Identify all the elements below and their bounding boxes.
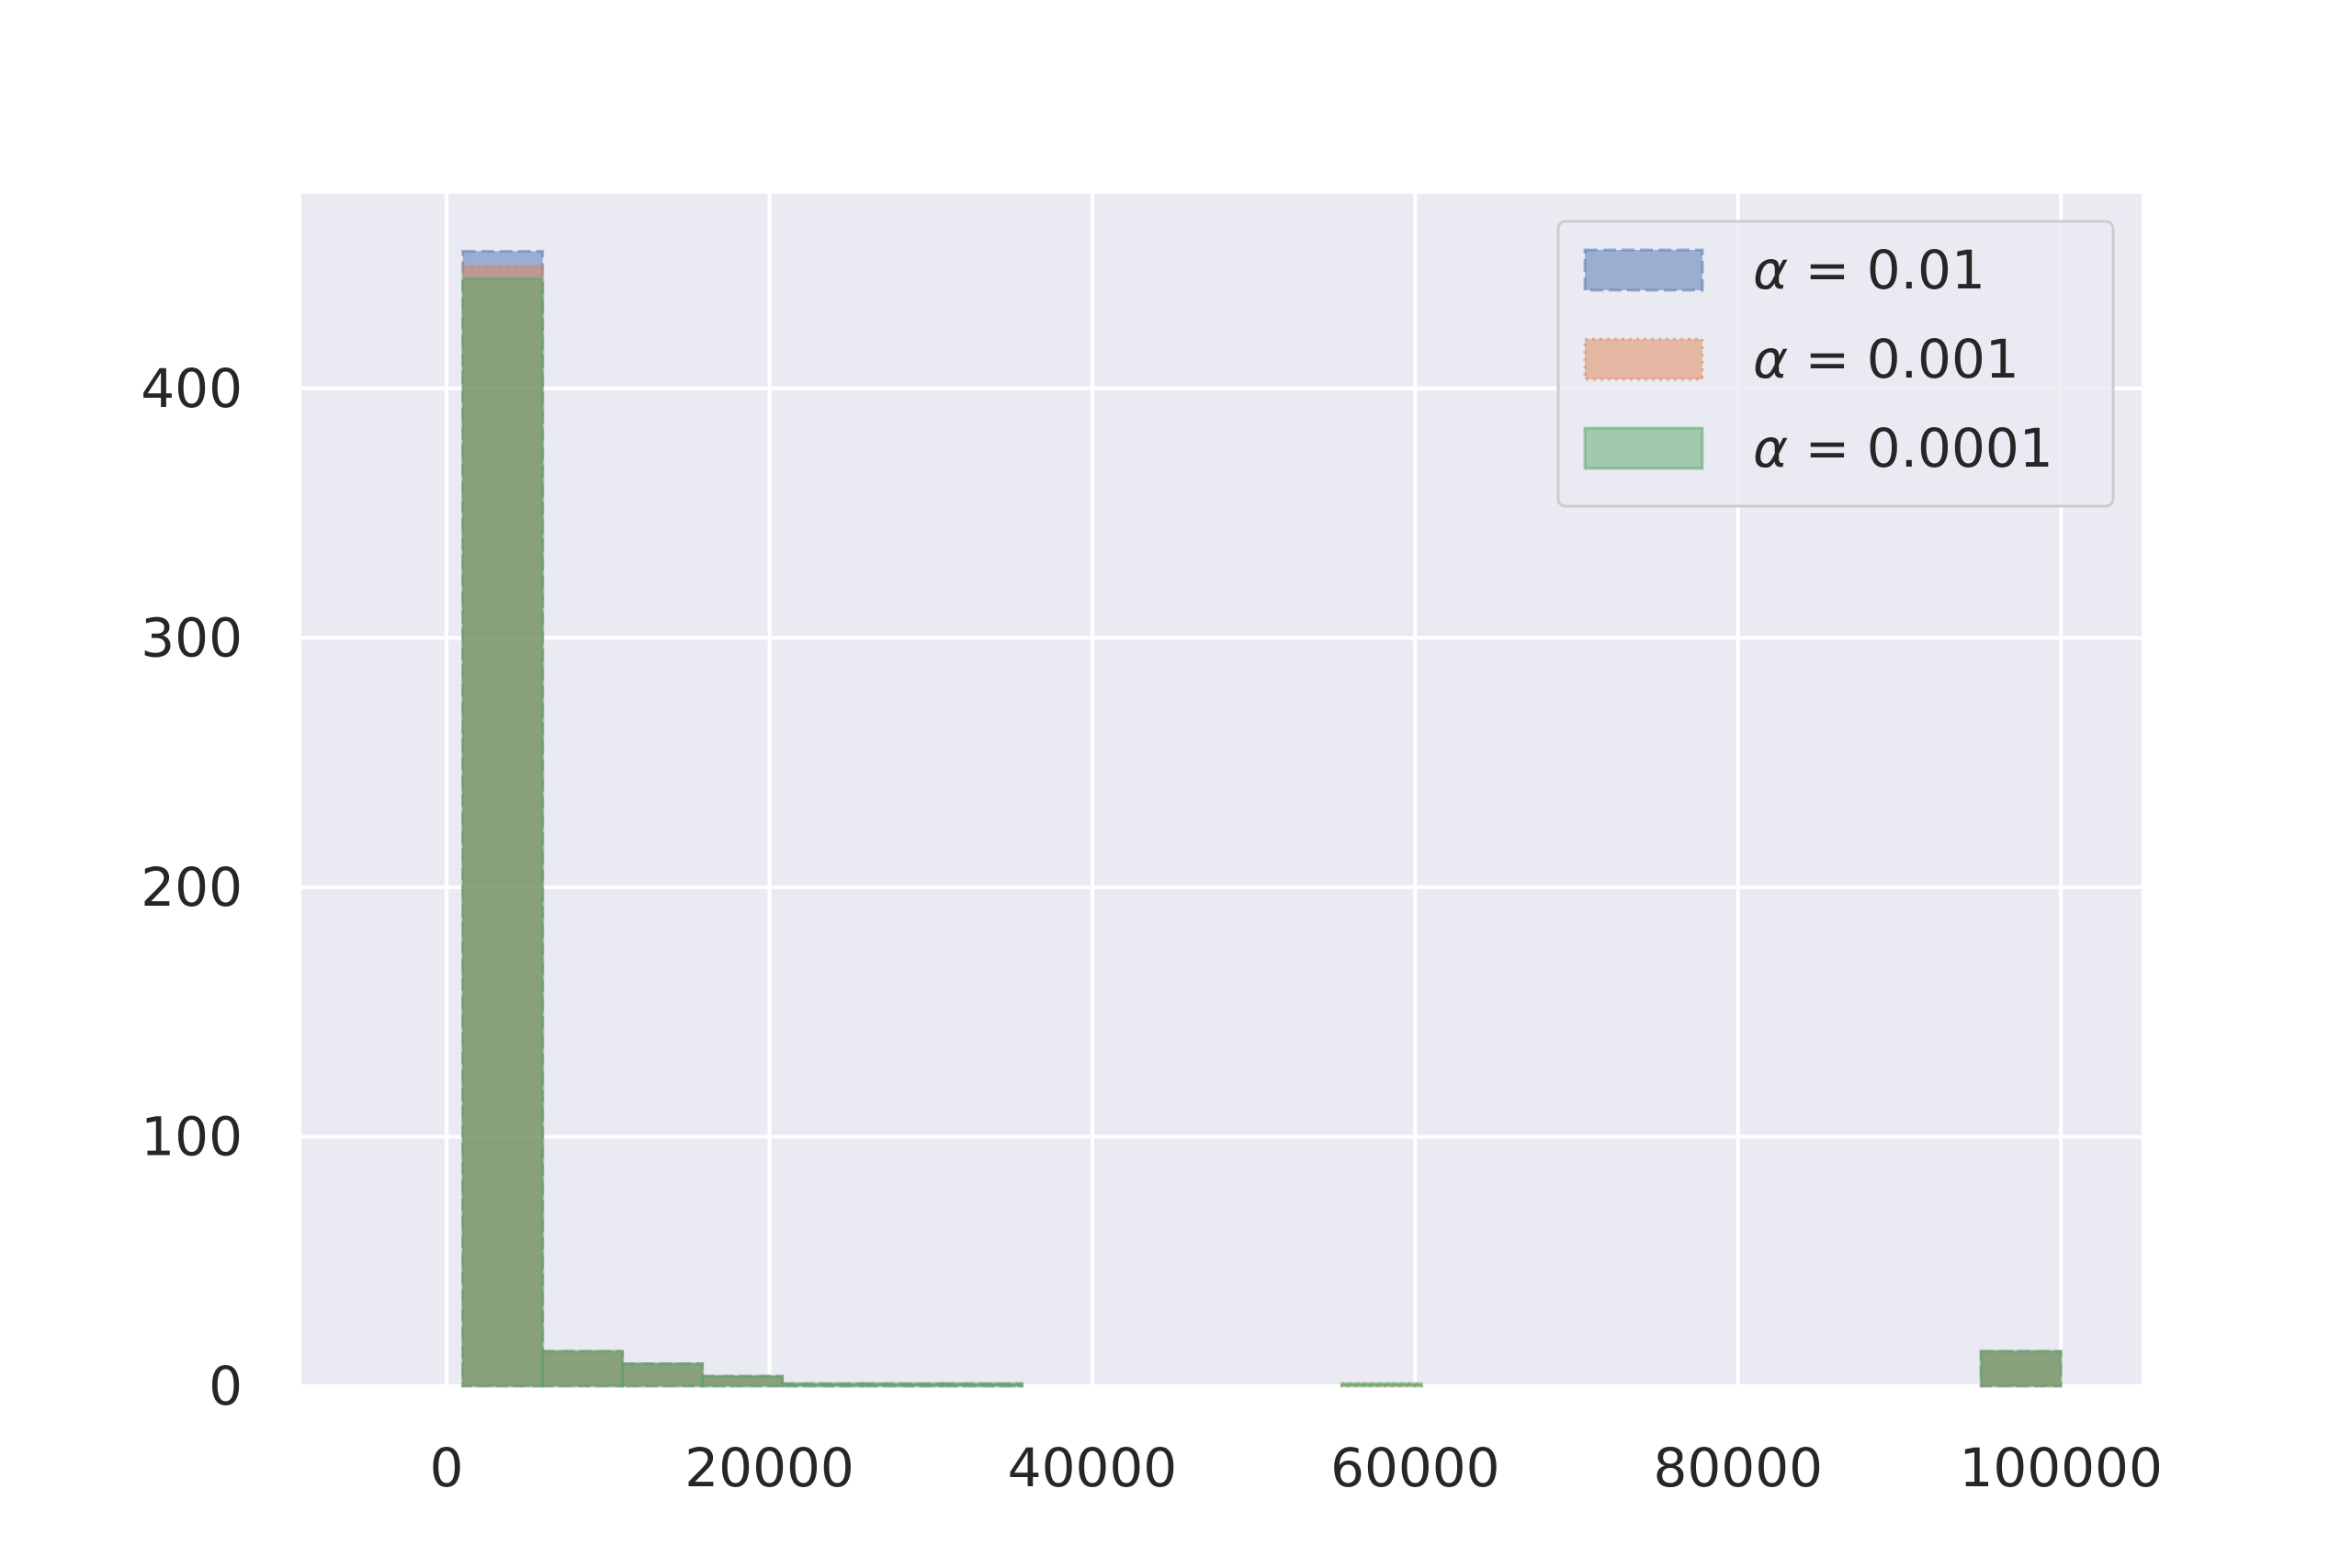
x-axis-ticks: 0 20000 40000 60000 80000 100000 xyxy=(430,1437,2163,1499)
legend-label: α = 0.001 xyxy=(1753,328,2019,390)
y-tick-label: 0 xyxy=(209,1355,243,1417)
histogram-bar xyxy=(621,1362,705,1388)
legend-swatch xyxy=(1583,337,1704,381)
x-tick-label: 0 xyxy=(430,1437,464,1499)
histogram-bar xyxy=(1979,1349,2063,1388)
legend-items: α = 0.01 α = 0.001 α = 0.0001 xyxy=(1583,239,2053,479)
legend: α = 0.01 α = 0.001 α = 0.0001 xyxy=(1556,220,2115,508)
y-tick-label: 300 xyxy=(141,606,243,669)
x-tick-label: 20000 xyxy=(684,1437,854,1499)
legend-swatch xyxy=(1583,426,1704,470)
y-tick-label: 100 xyxy=(141,1105,243,1168)
y-axis-ticks: 0 100 200 300 400 xyxy=(141,357,243,1417)
legend-item: α = 0.01 xyxy=(1583,239,1985,301)
histogram-bar xyxy=(1340,1382,1423,1388)
histogram-bar xyxy=(861,1382,944,1388)
histogram-bar xyxy=(941,1382,1024,1388)
histogram-bar xyxy=(701,1374,785,1388)
y-tick-label: 200 xyxy=(141,856,243,919)
histogram-bar xyxy=(781,1382,865,1388)
histogram-bars xyxy=(461,249,2063,1388)
legend-item: α = 0.001 xyxy=(1583,328,2019,390)
x-tick-label: 100000 xyxy=(1959,1437,2162,1499)
histogram-bar xyxy=(461,276,545,1388)
legend-label: α = 0.01 xyxy=(1753,239,1985,301)
legend-label: α = 0.0001 xyxy=(1753,417,2053,479)
y-tick-label: 400 xyxy=(141,357,243,420)
x-tick-label: 60000 xyxy=(1330,1437,1500,1499)
histogram-bar xyxy=(541,1349,625,1388)
x-tick-label: 80000 xyxy=(1653,1437,1823,1499)
series-3-bars xyxy=(461,276,2063,1388)
x-tick-label: 40000 xyxy=(1008,1437,1178,1499)
legend-swatch xyxy=(1583,248,1704,292)
legend-item: α = 0.0001 xyxy=(1583,417,2053,479)
